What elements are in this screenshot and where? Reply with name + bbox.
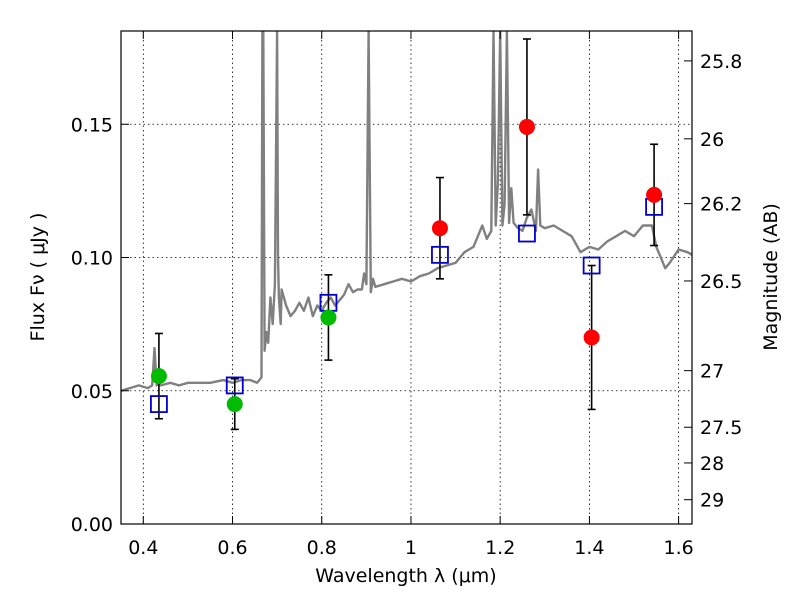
observed-circle-marker [518,118,535,135]
right-tick-label: 28 [700,453,724,475]
observed-circle-marker [583,329,600,346]
observed-circle-marker [431,220,448,237]
y-right-axis-label: Magnitude (AB) [760,203,782,351]
right-tick-label: 29 [700,490,724,512]
y-tick-label: 0.00 [71,514,113,536]
right-tick-label: 26.5 [700,271,742,293]
right-tick-label: 26 [700,129,724,151]
observed-circle-marker [646,186,663,203]
x-axis-label: Wavelength λ (μm) [315,565,496,587]
model-spectrum [121,31,692,392]
model-square-marker [150,395,168,413]
model-square-marker [431,245,449,264]
y-tick-label: 0.10 [71,248,113,270]
grid-lines [121,31,692,525]
x-tick-label: 0.8 [307,537,337,559]
model-square-marker [582,256,601,275]
observed-circle-marker [150,368,167,385]
data-markers [150,118,663,413]
x-tick-label: 0.6 [217,537,247,559]
error-bars [154,38,659,431]
observed-circle-marker [320,309,337,326]
right-tick-label: 25.8 [700,51,742,73]
x-tick-label: 1 [405,537,417,559]
plot-frame [120,30,693,525]
y-tick-label: 0.05 [71,381,113,403]
right-tick-label: 27.5 [700,417,742,439]
model-square-marker [225,376,244,395]
x-tick-label: 1.6 [664,537,694,559]
x-tick-label: 1.2 [485,537,515,559]
x-tick-label: 0.4 [128,537,158,559]
spectrum-line [121,31,692,392]
right-tick-label: 27 [700,361,724,383]
observed-circle-marker [226,396,243,413]
model-square-marker [518,224,536,243]
axis-ticks: 0.4 0.6 0.8 1 1.2 1.4 1.6 0.00 0.05 0.10 0.15 25.8 2… [71,31,742,559]
x-tick-label: 1.4 [574,537,604,559]
right-tick-label: 26.2 [700,194,742,216]
y-tick-label: 0.15 [71,114,113,136]
y-axis-label: Flux Fν ( μJy ) [27,213,49,342]
